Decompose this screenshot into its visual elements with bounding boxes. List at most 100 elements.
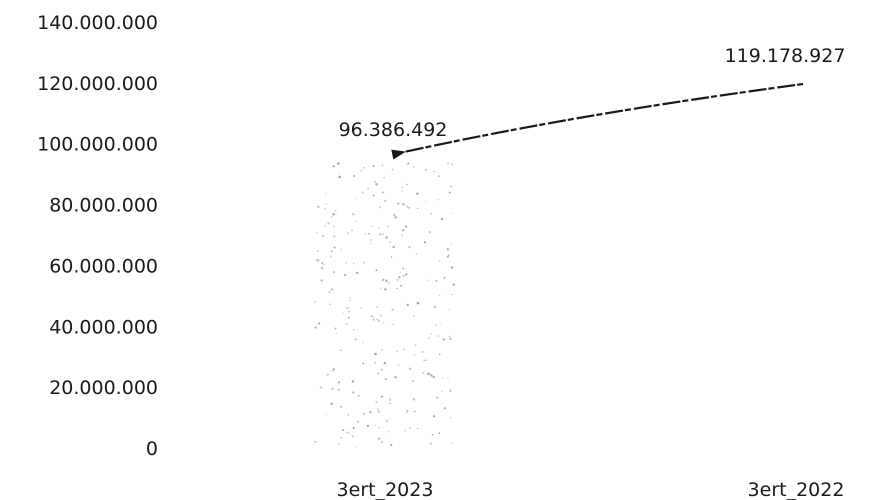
- bar-speckle: [380, 440, 384, 444]
- bar-speckle: [377, 437, 381, 440]
- bar-speckle: [438, 353, 441, 356]
- bar-speckle: [448, 191, 451, 194]
- bar-speckle: [380, 368, 383, 371]
- bar-speckle: [390, 444, 393, 447]
- bar-speckle: [389, 398, 392, 401]
- bar-speckle: [451, 163, 453, 165]
- bar-speckle: [406, 205, 409, 208]
- bar-speckle: [416, 301, 420, 305]
- bar-speckle: [378, 227, 381, 230]
- bar-speckle: [370, 243, 372, 245]
- bar-speckle: [424, 200, 427, 203]
- bar-speckle: [351, 435, 353, 437]
- bar-speckle: [316, 232, 318, 234]
- data-label-2022: 119.178.927: [725, 45, 846, 67]
- bar-speckle: [363, 261, 365, 264]
- bar-speckle: [368, 233, 371, 235]
- bar-speckle: [406, 411, 408, 413]
- bar-speckle: [357, 394, 360, 397]
- bar-speckle: [384, 288, 387, 291]
- bar-speckle: [333, 225, 335, 228]
- bar-speckle: [390, 256, 393, 258]
- bar-speckle: [416, 207, 419, 210]
- y-tick-label: 40.000.000: [49, 316, 158, 338]
- bar-speckle: [377, 372, 380, 375]
- bar-speckle: [379, 314, 383, 317]
- bar-speckle: [412, 315, 415, 317]
- bar-speckle: [393, 213, 396, 217]
- bar-speckle: [436, 396, 438, 399]
- bar-speckle: [375, 182, 378, 186]
- bar-speckle: [394, 216, 397, 219]
- bar-speckle: [345, 323, 348, 326]
- bar-speckle: [326, 373, 329, 376]
- bar-speckle: [416, 192, 419, 195]
- bar-speckle: [442, 338, 445, 341]
- bar-speckle: [396, 350, 399, 353]
- bar-speckle: [392, 245, 395, 249]
- bar-speckle: [317, 259, 320, 262]
- bar-speckle: [367, 187, 370, 190]
- bar-speckle: [347, 413, 350, 416]
- bar-speckle: [402, 203, 405, 206]
- y-tick-label: 80.000.000: [49, 195, 158, 217]
- bar-speckle: [405, 273, 408, 276]
- bar-speckle: [324, 208, 326, 210]
- bar-speckle: [401, 234, 404, 237]
- bar-speckle: [404, 225, 408, 228]
- bar-speckle: [352, 174, 356, 178]
- y-tick-label: 140.000.000: [37, 12, 158, 34]
- bar-speckle: [414, 410, 416, 413]
- bar-speckle: [337, 442, 340, 445]
- bar-speckle: [327, 222, 330, 225]
- bar-speckle: [324, 193, 327, 195]
- bar-speckle: [449, 337, 452, 340]
- bar-speckle: [429, 442, 433, 445]
- bar-speckle: [360, 169, 362, 172]
- bar-speckle: [408, 245, 411, 249]
- bar-speckle: [340, 436, 343, 439]
- bar-speckle: [451, 266, 454, 269]
- bar-speckle: [443, 276, 446, 279]
- bar-speckle: [349, 297, 352, 299]
- bar-speckle: [448, 335, 451, 338]
- bar-speckle: [356, 420, 359, 423]
- bar-speckle: [446, 255, 449, 258]
- bar-speckle: [450, 243, 452, 245]
- bar-speckle: [427, 372, 430, 375]
- bar-speckle: [430, 212, 433, 215]
- bar-speckle: [353, 329, 355, 331]
- bar-speckle: [380, 395, 383, 398]
- bar-speckle: [377, 408, 379, 411]
- bar-speckle: [319, 386, 323, 389]
- bar-speckle: [382, 278, 385, 281]
- bar-speckle: [334, 327, 337, 330]
- bar-speckle: [426, 279, 429, 281]
- bar-speckle: [351, 380, 354, 383]
- bar-speckle: [355, 446, 357, 449]
- y-axis: 0 20.000.000 40.000.000 60.000.000 80.000.00…: [37, 12, 158, 460]
- bar-speckle: [378, 233, 382, 236]
- bar-speckle: [437, 335, 439, 337]
- bar-speckle: [404, 429, 406, 432]
- bar-speckle: [316, 250, 319, 253]
- bar-speckle: [438, 294, 441, 297]
- y-tick-label: 20.000.000: [49, 377, 158, 399]
- bar-speckle: [348, 377, 351, 379]
- arrow-line: [391, 82, 804, 160]
- bar-speckle: [448, 389, 452, 392]
- bar-speckle: [372, 164, 375, 168]
- bar-speckle: [330, 402, 333, 405]
- bar-speckle: [314, 300, 316, 303]
- bar-speckle: [412, 166, 415, 168]
- bar-speckle: [452, 283, 456, 286]
- bar-speckle: [330, 255, 332, 257]
- bar-speckle: [412, 398, 416, 401]
- bar-speckle: [347, 316, 350, 319]
- bar-speckle: [317, 259, 319, 261]
- bar-speckle: [438, 432, 441, 435]
- bar-speckle: [433, 305, 437, 308]
- bar-speckle: [324, 225, 326, 227]
- bar-speckle: [374, 424, 376, 427]
- bar-speckle: [338, 175, 341, 179]
